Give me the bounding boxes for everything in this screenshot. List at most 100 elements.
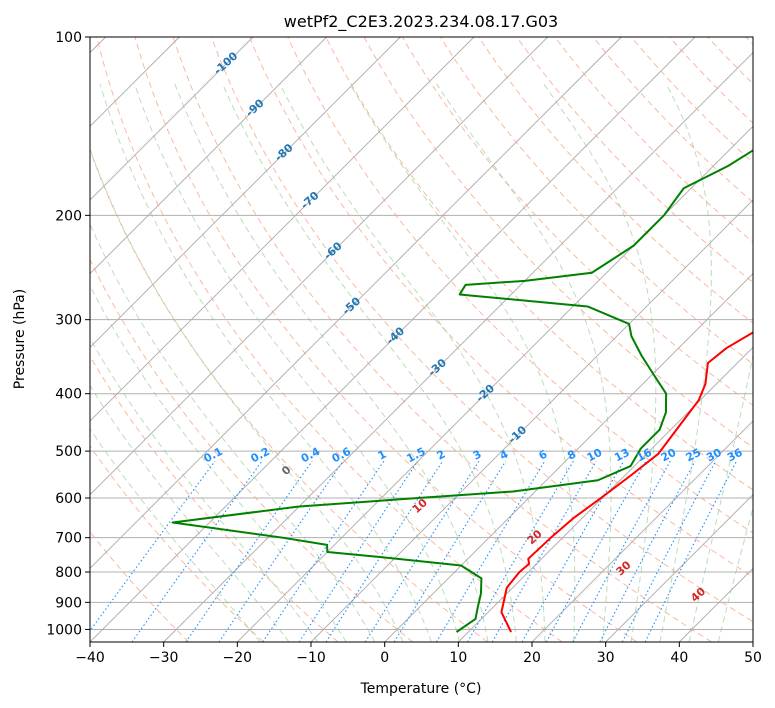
mixing-ratio-label: 0.2	[249, 445, 272, 466]
x-tick-label: 0	[380, 650, 389, 666]
x-tick-label: 30	[597, 650, 615, 666]
mixing-ratio-label: 0.4	[299, 445, 323, 466]
moist-adiabat-label: 30	[614, 558, 634, 578]
y-axis-label: Pressure (hPa)	[12, 289, 28, 389]
moist-adiabat-line	[659, 83, 712, 642]
dry-adiabat-line	[90, 148, 488, 642]
moist-adiabat-line	[134, 83, 461, 642]
mixing-ratio-label: 25	[684, 446, 704, 465]
dry-adiabat-line	[90, 530, 190, 642]
mixing-ratio-label: 4	[498, 447, 511, 462]
isotherm-line	[310, 199, 753, 642]
isotherm-line	[90, 37, 696, 642]
mixing-ratio-line	[298, 460, 419, 642]
x-tick-label: −40	[75, 650, 105, 666]
dry-adiabat-line	[478, 37, 753, 324]
isotherm-line	[90, 37, 622, 569]
moist-adiabat-line	[222, 83, 517, 642]
mixing-ratio-label: 0.6	[330, 445, 354, 466]
mixing-ratio-line	[90, 460, 216, 632]
dry-adiabat-line	[90, 355, 339, 642]
dry-adiabat-line	[287, 37, 753, 534]
moist-adiabat-label: 20	[525, 527, 545, 547]
isotherm-line	[90, 37, 401, 348]
x-tick-label: −20	[223, 650, 253, 666]
moist-adiabat-line	[90, 147, 404, 642]
y-tick-label: 200	[55, 208, 82, 224]
tick-layer: −40 −30 −20 −10 0 10 20 30 40 5010020030040050060…	[46, 30, 762, 666]
mixing-ratio-label: 30	[704, 446, 724, 465]
x-tick-label: 10	[449, 650, 467, 666]
dry-adiabat-line	[592, 37, 753, 203]
x-axis-label: Temperature (°C)	[360, 681, 482, 697]
moist-adiabat-line	[90, 384, 290, 642]
y-tick-label: 700	[55, 531, 82, 547]
mixing-ratio-line	[185, 460, 313, 642]
mixing-ratio-label: 13	[612, 446, 632, 465]
mixing-ratio-line	[467, 460, 574, 642]
moist-adiabat-line	[688, 353, 753, 642]
x-tick-label: 40	[670, 650, 688, 666]
x-tick-label: 20	[523, 650, 541, 666]
isotherm-line	[679, 567, 753, 642]
moist-adiabat-line	[436, 83, 612, 642]
isotherm-line	[752, 641, 753, 642]
isotherm-line	[163, 52, 753, 642]
mixing-ratio-line	[364, 460, 480, 642]
y-tick-label: 100	[55, 30, 82, 46]
mixing-ratio-label: 6	[537, 447, 550, 462]
isotherm-line	[90, 37, 254, 201]
dry-adiabat-line	[172, 37, 712, 642]
isotherm-line	[384, 273, 753, 642]
moist-adiabat-line	[279, 83, 546, 642]
mixing-ratio-line	[262, 460, 385, 642]
dry-adiabat-line	[325, 37, 753, 491]
x-tick-label: −10	[296, 650, 326, 666]
mixing-ratio-label: 1	[376, 448, 389, 463]
moist-adiabat-line	[90, 223, 376, 642]
plot-frame	[89, 36, 754, 643]
moist-adiabat-line	[90, 284, 347, 642]
mixing-ratio-label: 0.1	[202, 445, 225, 466]
mixing-ratio-line	[545, 460, 647, 642]
y-tick-label: 1000	[46, 622, 82, 638]
dry-adiabat-line	[669, 37, 753, 124]
mixing-ratio-label: 3	[471, 448, 484, 463]
isotherm-line	[458, 346, 753, 642]
dry-adiabat-line	[210, 37, 753, 623]
mixing-ratio-line	[491, 460, 597, 642]
isotherm-line	[90, 37, 548, 496]
dry-adiabat-line	[363, 37, 753, 448]
dry-adiabat-line	[745, 37, 753, 46]
mixing-ratio-line	[572, 460, 671, 642]
y-tick-label: 800	[55, 565, 82, 581]
moist-adiabat-line	[90, 427, 261, 642]
y-tick-label: 500	[55, 444, 82, 460]
mixing-ratio-line	[393, 460, 507, 642]
mixing-ratio-label: 20	[659, 446, 679, 465]
y-tick-label: 400	[55, 387, 82, 403]
mixing-ratio-label: 10	[585, 446, 605, 465]
isotherm-line	[237, 125, 753, 642]
chart-title: wetPf2_C2E3.2023.234.08.17.G03	[284, 12, 558, 32]
dry-adiabat-line	[630, 37, 753, 164]
moist-adiabat-line	[99, 83, 432, 642]
x-tick-label: 50	[744, 650, 762, 666]
isotherm-line	[90, 37, 475, 422]
mixing-ratio-line	[325, 460, 444, 642]
temperature-profile-line	[500, 331, 753, 633]
dry-adiabat-line	[90, 258, 414, 642]
isotherm-line	[90, 37, 327, 275]
lines-layer	[171, 149, 753, 633]
dry-adiabat-line	[439, 37, 753, 365]
dewpoint-profile-line	[171, 149, 753, 633]
mixing-ratio-label: 36	[725, 446, 745, 465]
mixing-ratio-line	[218, 460, 344, 642]
dry-adiabat-line	[249, 37, 753, 578]
dry-adiabat-line	[516, 37, 753, 284]
mixing-ratio-label: 16	[634, 446, 654, 465]
moist-adiabat-label: 40	[688, 585, 708, 605]
x-tick-label: −30	[149, 650, 179, 666]
dry-adiabat-line	[401, 37, 753, 406]
